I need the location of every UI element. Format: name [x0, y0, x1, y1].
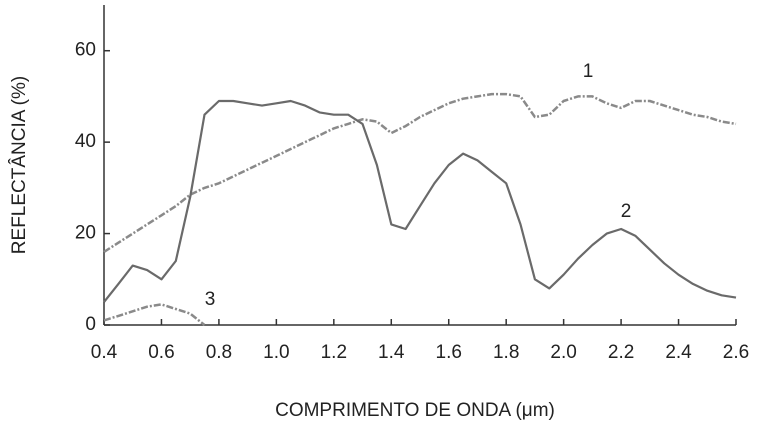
- y-tick-label: 20: [75, 223, 96, 244]
- y-tick-label: 40: [75, 131, 96, 152]
- x-axis-label: COMPRIMENTO DE ONDA (μm): [275, 400, 555, 421]
- series-line: [103, 303, 206, 326]
- y-tick-label: 0: [85, 314, 96, 335]
- y-tick-label: 60: [75, 40, 96, 61]
- series-line: [103, 99, 737, 303]
- x-tick-label: 1.2: [321, 342, 347, 363]
- series-label: 3: [205, 289, 216, 310]
- x-tick-label: 2.0: [550, 342, 576, 363]
- x-tick-label: 2.4: [665, 342, 692, 363]
- series-label: 1: [583, 61, 594, 82]
- x-tick-label: 1.0: [263, 342, 289, 363]
- x-tick-label: 1.6: [436, 342, 462, 363]
- x-tick-label: 1.8: [493, 342, 519, 363]
- y-axis-label: REFLECTÂNCIA (%): [8, 76, 30, 254]
- x-tick-label: 0.8: [206, 342, 232, 363]
- x-tick-label: 1.4: [378, 342, 405, 363]
- x-tick-label: 2.6: [723, 342, 749, 363]
- series-line: [103, 92, 737, 253]
- x-tick-label: 2.2: [608, 342, 634, 363]
- x-tick-label: 0.6: [148, 342, 174, 363]
- series-label: 2: [621, 201, 632, 222]
- x-tick-label: 0.4: [91, 342, 118, 363]
